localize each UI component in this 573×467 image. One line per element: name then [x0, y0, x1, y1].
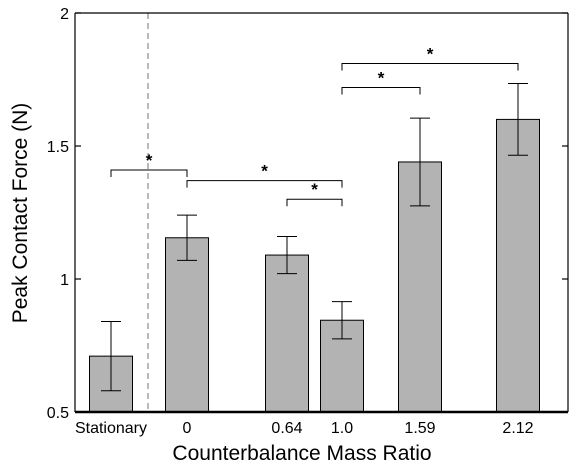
x-tick-label: Stationary	[75, 420, 147, 437]
x-tick-label: 0.64	[271, 420, 302, 437]
x-tick-label: 1.0	[331, 420, 353, 437]
significance-star: *	[146, 151, 153, 170]
x-axis-title: Counterbalance Mass Ratio	[172, 442, 431, 465]
x-tick-label: 1.59	[404, 420, 435, 437]
y-tick-label: 0.5	[47, 405, 69, 422]
significance-bracket	[341, 63, 519, 71]
significance-star: *	[261, 162, 268, 181]
y-tick-label: 1.5	[47, 139, 69, 156]
significance-bracket	[110, 169, 188, 177]
y-axis-title: Peak Contact Force (N)	[9, 103, 32, 324]
bar	[265, 254, 309, 413]
significance-bracket	[186, 180, 343, 188]
bars-layer	[89, 13, 540, 413]
significance-layer: * * * * *	[110, 45, 519, 207]
x-tick-label: 2.12	[502, 420, 533, 437]
significance-star: *	[311, 180, 318, 199]
y-tick-label: 2	[60, 6, 69, 23]
bar	[398, 161, 442, 413]
y-tick-label: 1	[60, 272, 69, 289]
bar	[496, 118, 540, 413]
significance-bracket	[341, 86, 421, 95]
x-tick-label: 0	[183, 420, 192, 437]
significance-bracket	[286, 198, 343, 207]
axes-layer: Stationary 0 0.64 1.0 1.59 2.12 0.5 1 1.5 2	[47, 6, 569, 437]
significance-star: *	[427, 45, 434, 64]
bar	[165, 237, 209, 413]
significance-star: *	[378, 68, 385, 87]
